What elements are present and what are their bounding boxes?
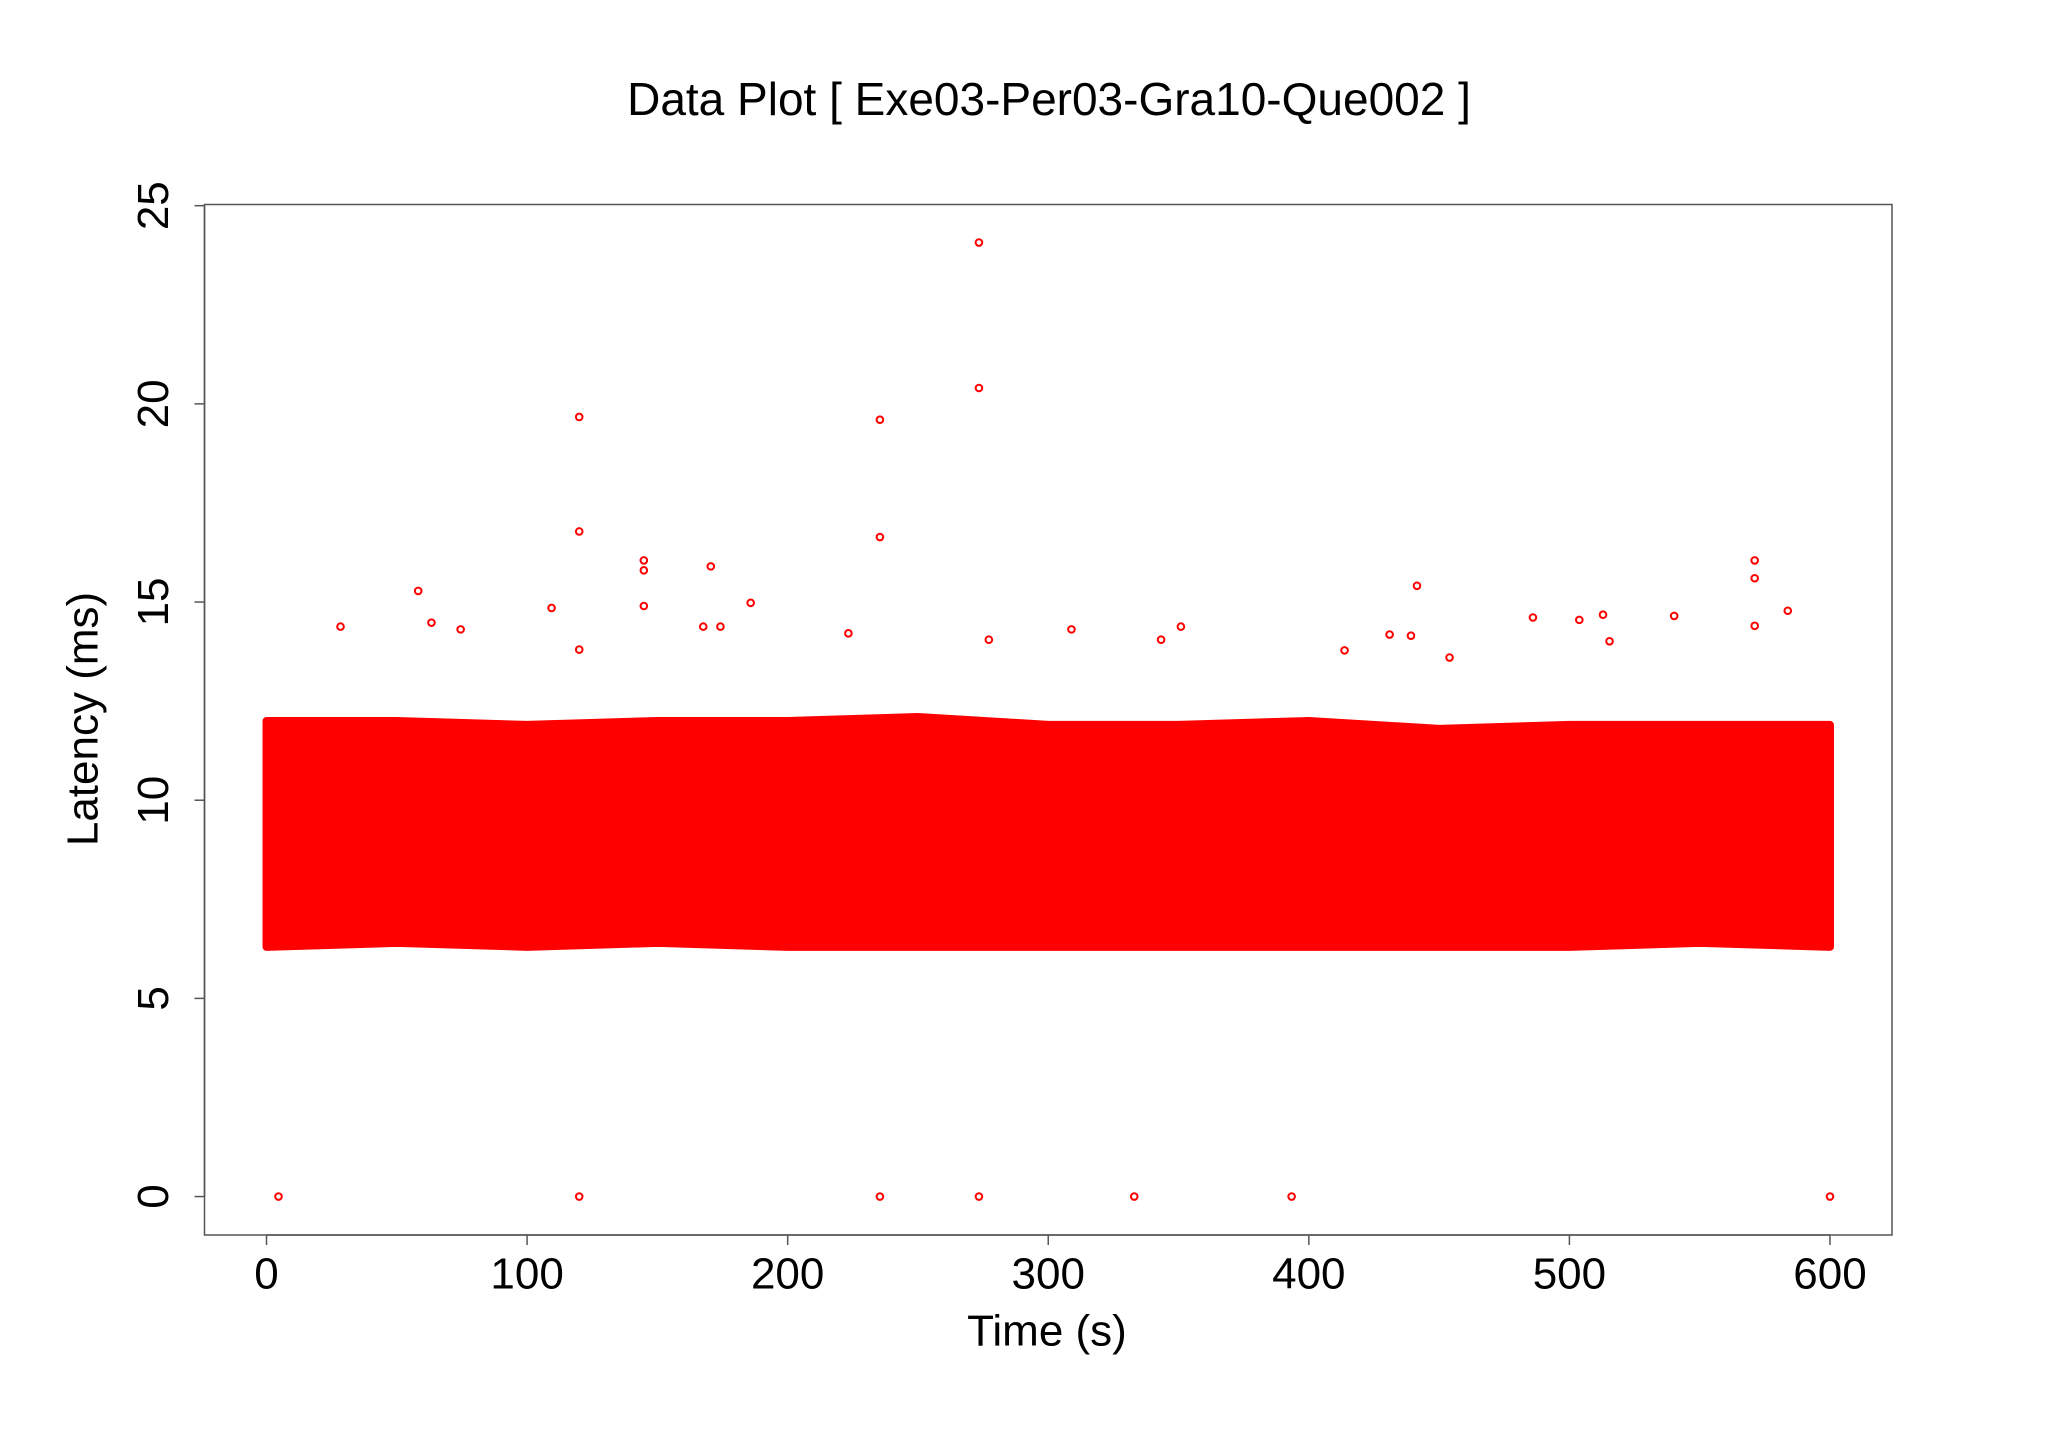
x-tick-label: 500 [1533, 1250, 1606, 1299]
chart-title: Data Plot [ Exe03-Per03-Gra10-Que002 ] [627, 73, 1471, 125]
point [1575, 615, 1584, 625]
point [639, 566, 649, 575]
point [547, 603, 556, 613]
point [875, 415, 885, 425]
point [844, 629, 853, 638]
point [1176, 622, 1186, 631]
point [1067, 625, 1076, 634]
point [574, 1192, 584, 1201]
point [1825, 1192, 1835, 1201]
point [974, 238, 984, 247]
point [336, 622, 345, 631]
point [1385, 630, 1394, 639]
x-tick-label: 0 [254, 1250, 278, 1299]
x-tick-label: 400 [1272, 1250, 1345, 1299]
point [639, 601, 649, 611]
point [1340, 646, 1349, 655]
x-tick-label: 600 [1793, 1250, 1866, 1299]
point [574, 645, 584, 654]
point [639, 556, 649, 565]
point [716, 622, 725, 631]
y-tick-label: 15 [129, 578, 178, 627]
y-tick-label: 10 [129, 776, 178, 825]
point [1412, 581, 1422, 591]
point [746, 598, 755, 608]
point [1598, 610, 1608, 620]
point [875, 532, 885, 542]
x-tick-label: 200 [751, 1250, 824, 1299]
x-tick-label: 300 [1012, 1250, 1085, 1299]
point [1605, 636, 1614, 646]
point [574, 527, 584, 536]
point [974, 1192, 984, 1201]
point [984, 635, 994, 644]
point [1783, 606, 1793, 616]
point [1669, 611, 1679, 621]
point [875, 1192, 885, 1201]
point [427, 618, 436, 627]
y-tick-label: 20 [129, 379, 178, 428]
dense-point-band [262, 712, 1834, 951]
point [1750, 621, 1759, 631]
point [413, 586, 423, 596]
point [574, 412, 584, 422]
point [1445, 653, 1454, 662]
point [974, 383, 984, 393]
point [706, 562, 716, 571]
y-tick-label: 25 [129, 181, 178, 230]
x-axis-label: Time (s) [967, 1307, 1127, 1356]
point [1406, 631, 1416, 641]
point [1750, 573, 1759, 583]
point [1129, 1192, 1139, 1201]
point [1156, 635, 1166, 644]
point [1750, 556, 1759, 565]
x-tick-label: 100 [490, 1250, 563, 1299]
y-tick-label: 5 [129, 986, 178, 1010]
y-tick-label: 0 [129, 1184, 178, 1208]
point [698, 622, 708, 631]
y-axis-label: Latency (ms) [59, 592, 108, 846]
point [274, 1192, 283, 1201]
point [1287, 1192, 1296, 1201]
point [456, 625, 465, 634]
point [1528, 613, 1538, 622]
